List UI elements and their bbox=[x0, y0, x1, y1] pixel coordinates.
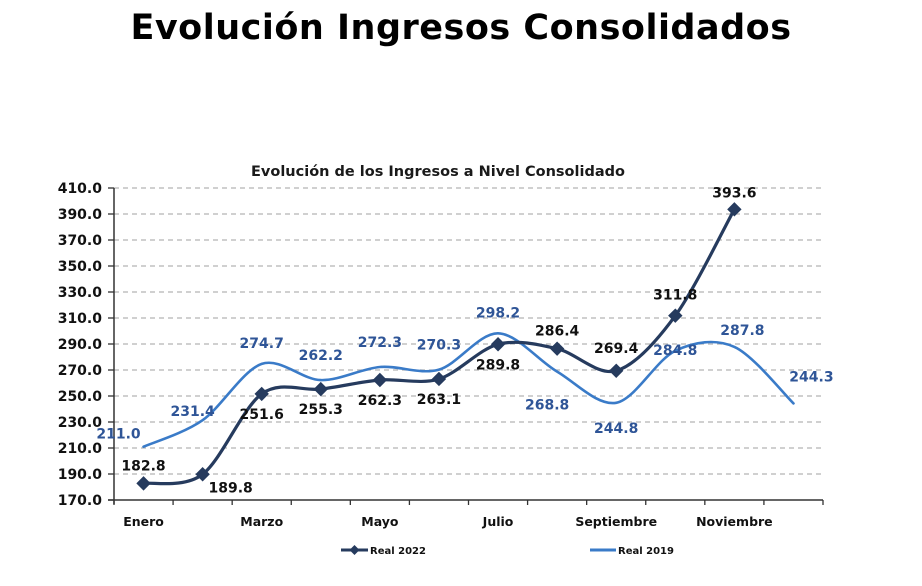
data-label-real-2019: 231.4 bbox=[170, 404, 215, 420]
data-point-real-2022 bbox=[313, 381, 328, 397]
data-label-real-2019: 284.8 bbox=[653, 343, 697, 359]
legend: Real 2022 Real 2019 bbox=[341, 545, 674, 557]
legend-label: Real 2022 bbox=[370, 546, 426, 557]
y-tick-label: 210.0 bbox=[58, 441, 103, 457]
y-tick-label: 250.0 bbox=[58, 389, 103, 405]
data-point-real-2022 bbox=[372, 372, 388, 388]
data-point-real-2022 bbox=[609, 363, 624, 378]
x-tick-label: Septiembre bbox=[575, 514, 657, 529]
y-axis: 170.0 190.0 210.0 230.0 250.0 270.0 290.0 310.0… bbox=[58, 181, 115, 509]
y-tick-label: 290.0 bbox=[58, 337, 103, 353]
data-label-real-2019: 268.8 bbox=[525, 398, 569, 414]
data-point-real-2022 bbox=[549, 341, 565, 356]
data-label-real-2019: 244.3 bbox=[789, 369, 833, 385]
data-point-real-2022 bbox=[490, 337, 506, 352]
y-tick-label: 330.0 bbox=[58, 285, 103, 301]
x-tick-label: Noviembre bbox=[696, 514, 773, 529]
y-tick-label: 170.0 bbox=[58, 493, 103, 509]
data-label-real-2022: 311.8 bbox=[653, 288, 697, 304]
gridlines bbox=[114, 187, 823, 475]
data-point-real-2022 bbox=[431, 371, 447, 387]
x-axis: Enero Marzo Mayo Julio Septiembre Noviembre bbox=[108, 499, 824, 529]
y-tick-label: 190.0 bbox=[58, 467, 103, 483]
data-label-real-2019: 244.8 bbox=[594, 421, 638, 437]
data-label-real-2022: 189.8 bbox=[208, 480, 252, 496]
y-tick-label: 350.0 bbox=[58, 259, 103, 275]
data-label-real-2022: 262.3 bbox=[358, 393, 402, 409]
data-label-real-2022: 182.8 bbox=[121, 458, 165, 474]
data-point-real-2022 bbox=[254, 386, 269, 402]
series-line-real-2019 bbox=[142, 331, 795, 448]
chart-title: Evolución de los Ingresos a Nivel Consol… bbox=[251, 164, 625, 180]
y-tick-label: 310.0 bbox=[58, 311, 103, 327]
legend-item-real-2022[interactable]: Real 2022 bbox=[341, 545, 426, 557]
y-tick-label: 410.0 bbox=[58, 181, 103, 197]
data-label-real-2019: 262.2 bbox=[299, 348, 343, 364]
data-point-real-2022 bbox=[136, 476, 151, 491]
y-tick-label: 230.0 bbox=[58, 415, 103, 431]
y-tick-label: 270.0 bbox=[58, 363, 103, 379]
data-label-real-2022: 263.1 bbox=[417, 392, 461, 408]
data-label-real-2022: 255.3 bbox=[299, 402, 343, 418]
data-label-real-2019: 211.0 bbox=[96, 427, 141, 443]
y-tick-label: 390.0 bbox=[58, 207, 103, 223]
data-label-real-2022: 269.4 bbox=[594, 341, 639, 357]
data-labels: 182.8 189.8 251.6 255.3 262.3 263.1 289.8 286.4… bbox=[96, 185, 833, 496]
data-label-real-2022: 251.6 bbox=[240, 407, 284, 423]
x-tick-label: Enero bbox=[123, 514, 164, 529]
data-label-real-2019: 287.8 bbox=[720, 323, 764, 339]
data-label-real-2022: 289.8 bbox=[476, 357, 520, 373]
data-point-real-2022 bbox=[668, 308, 683, 323]
data-label-real-2022: 286.4 bbox=[535, 324, 580, 340]
y-tick-label: 370.0 bbox=[58, 233, 103, 249]
legend-item-real-2019[interactable]: Real 2019 bbox=[590, 546, 674, 557]
x-tick-label: Mayo bbox=[361, 514, 399, 529]
data-label-real-2019: 298.2 bbox=[476, 305, 520, 321]
data-label-real-2022: 393.6 bbox=[712, 185, 756, 201]
x-tick-label: Marzo bbox=[240, 514, 283, 529]
data-label-real-2019: 270.3 bbox=[417, 338, 461, 354]
legend-diamond-icon bbox=[349, 545, 360, 555]
legend-label: Real 2019 bbox=[618, 546, 674, 557]
data-label-real-2019: 272.3 bbox=[358, 335, 402, 351]
x-tick-label: Julio bbox=[482, 514, 514, 529]
data-point-real-2022 bbox=[727, 202, 742, 217]
data-label-real-2019: 274.7 bbox=[240, 336, 284, 352]
data-point-real-2022 bbox=[195, 467, 210, 482]
markers bbox=[136, 202, 742, 491]
page-title: Evolución Ingresos Consolidados bbox=[130, 8, 792, 48]
